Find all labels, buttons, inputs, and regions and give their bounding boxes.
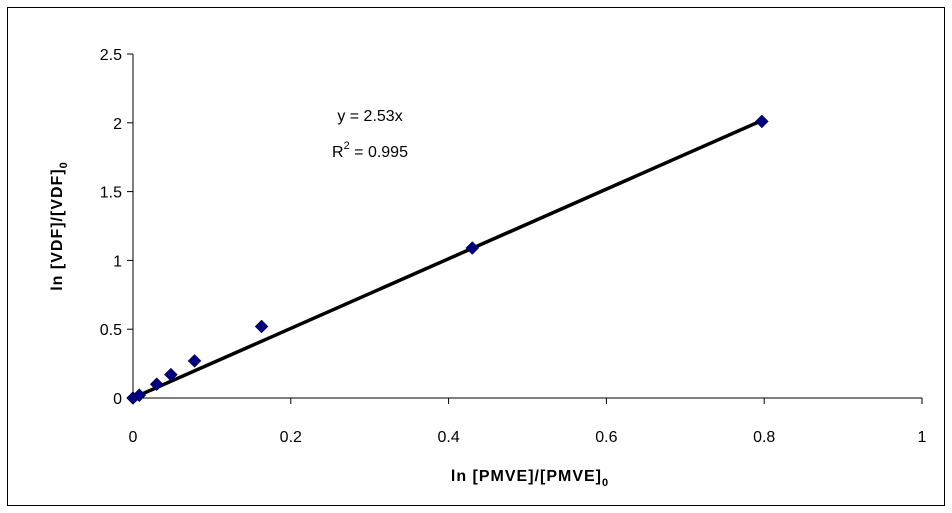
x-axis-title: ln [PMVE]/[PMVE]0 xyxy=(451,468,609,489)
r-squared-superscript: 2 xyxy=(344,140,350,152)
data-point-diamond xyxy=(754,114,769,129)
y-tick-label: 2 xyxy=(113,116,122,133)
data-point-diamond xyxy=(254,319,269,334)
data-points xyxy=(126,114,769,405)
y-tick-label: 0.5 xyxy=(100,322,122,339)
ticks: 0 0.5 1 1.5 2 2.5 0 0.2 0.4 0.6 0.8 1 xyxy=(100,47,927,446)
x-axis-title-subscript: 0 xyxy=(602,477,609,489)
trendline-equation: y = 2.53x xyxy=(337,108,402,125)
y-axis-title-subscript: 0 xyxy=(58,161,70,168)
y-tick-label: 1 xyxy=(113,253,122,270)
r-squared-label: R2 = 0.995 xyxy=(332,140,408,161)
y-axis-title-main: ln [VDF]/[VDF] xyxy=(49,168,66,290)
x-tick-label: 0.6 xyxy=(595,429,617,446)
y-tick-label: 0 xyxy=(113,391,122,408)
data-point-diamond xyxy=(149,377,164,392)
chart-frame xyxy=(7,7,945,506)
y-tick-label: 1.5 xyxy=(100,185,122,202)
trendline-group xyxy=(132,117,765,400)
data-point-diamond xyxy=(132,388,147,403)
data-point-diamond xyxy=(164,367,178,382)
r-squared-value: = 0.995 xyxy=(350,144,408,161)
x-tick-label: 1 xyxy=(918,429,927,446)
x-tick-label: 0.8 xyxy=(753,429,775,446)
x-tick-label: 0.2 xyxy=(280,429,302,446)
y-axis-title: ln [VDF]/[VDF]0 xyxy=(49,161,70,291)
x-tick-label: 0.4 xyxy=(437,429,459,446)
data-point-diamond xyxy=(187,353,202,368)
r-squared-symbol: R xyxy=(332,144,344,161)
data-point-diamond xyxy=(465,241,480,255)
trendline xyxy=(132,117,765,400)
y-tick-label: 2.5 xyxy=(100,47,122,64)
x-axis-title-main: ln [PMVE]/[PMVE] xyxy=(451,468,602,485)
axes xyxy=(132,54,922,399)
x-tick-label: 0 xyxy=(129,429,138,446)
